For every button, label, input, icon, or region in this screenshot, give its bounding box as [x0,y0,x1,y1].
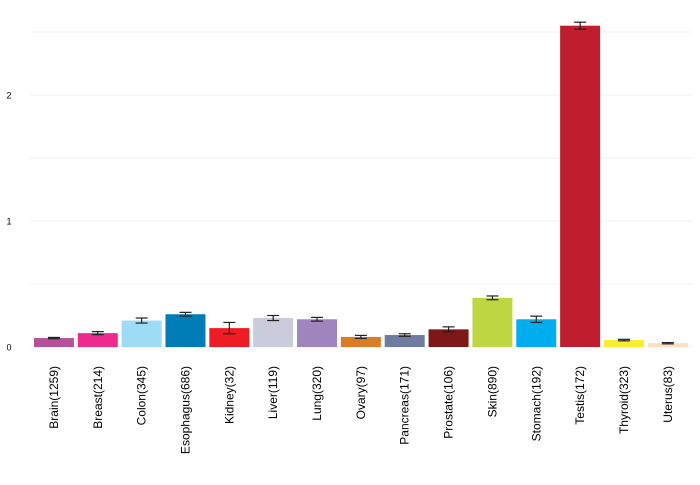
error-bar [135,317,148,324]
error-bar [311,316,324,322]
y-tick-label: 0 [6,343,11,353]
y-axis-ticks: 0 1 2 [6,91,11,353]
x-tick-label: Thyroid(323) [617,366,631,434]
error-bar [223,321,236,335]
bar [209,328,250,347]
y-tick-label: 2 [6,91,11,101]
error-bar [617,338,630,342]
x-tick-label: Esophagus(686) [178,366,192,454]
bars [33,25,688,347]
x-tick-label: Lung(320) [310,366,324,421]
error-bar [398,333,411,337]
bar [516,319,557,347]
bar [297,319,338,347]
x-tick-label: Prostate(106) [442,366,456,439]
error-bar [267,314,280,322]
x-tick-label: Pancreas(171) [398,366,412,445]
bar [121,320,162,347]
x-tick-label: Uterus(83) [661,366,675,423]
error-bar [442,326,455,333]
error-bar [574,21,587,30]
x-tick-label: Skin(890) [485,366,499,417]
bar [77,333,118,347]
error-bar [486,295,499,301]
bar [384,335,425,347]
x-tick-label: Kidney(32) [222,366,236,424]
bar [253,318,294,347]
error-bar [354,334,367,340]
x-tick-label: Breast(214) [91,366,105,429]
x-tick-label: Testis(172) [573,366,587,425]
y-tick-label: 1 [6,217,11,227]
bar [340,336,381,347]
x-tick-label: Stomach(192) [529,366,543,441]
bar [603,340,644,347]
error-bar [47,336,60,340]
x-tick-label: Ovary(97) [354,366,368,419]
error-bar [661,341,674,345]
error-bars [47,21,674,345]
error-bar [530,315,543,324]
x-tick-label: Colon(345) [135,366,149,425]
bar [165,314,206,347]
bar [560,25,601,347]
x-axis-labels: Brain(1259) Breast(214) Colon(345) Esophagu… [47,366,675,454]
bar [33,338,74,347]
x-tick-label: Liver(119) [266,366,280,419]
x-tick-label: Brain(1259) [47,366,61,429]
bar [647,343,688,347]
bar [472,297,513,347]
error-bar [91,331,104,336]
error-bar [179,311,192,317]
bar [428,329,469,347]
